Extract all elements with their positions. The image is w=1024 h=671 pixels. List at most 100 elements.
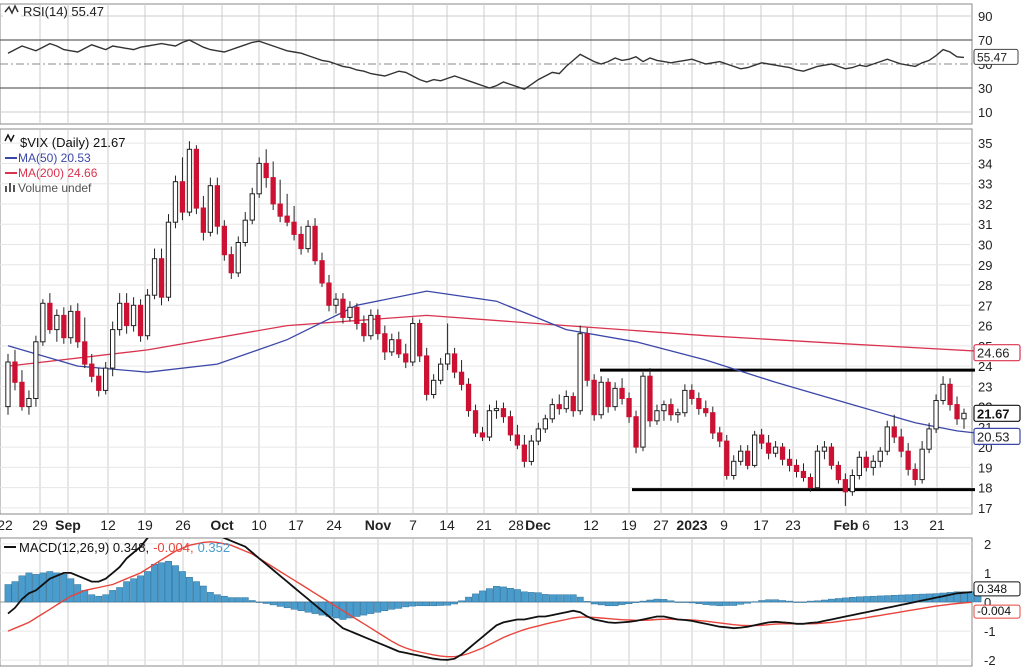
price-tick-label: 33: [978, 177, 992, 192]
candle-body-down: [214, 185, 220, 227]
candle: [814, 445, 821, 490]
candle-body-up: [40, 302, 46, 343]
rsi-series-line: [7, 39, 965, 90]
candle-body-up: [612, 387, 618, 408]
macd-hist-bar: [81, 590, 89, 603]
candle-body-up: [5, 361, 11, 408]
macd-hist-bar: [890, 595, 898, 603]
x-tick-label: Feb: [834, 517, 859, 533]
candle: [221, 220, 227, 261]
price-tick-label: 23: [978, 379, 992, 394]
macd-hist-bar: [346, 601, 354, 619]
macd-hist-bar: [967, 591, 975, 603]
candle-body-down: [47, 302, 53, 331]
price-grid: [0, 129, 972, 514]
macd-last-value-box: [973, 581, 1021, 597]
candle: [500, 402, 507, 423]
candle: [228, 246, 234, 279]
candle-body-down: [786, 458, 793, 466]
candle: [186, 141, 193, 217]
macd-hist-bar: [590, 601, 598, 605]
candle: [486, 404, 493, 442]
candle-body-up: [438, 363, 444, 381]
signal-last-value-box: [973, 604, 1021, 619]
candle: [61, 307, 67, 344]
candle-body-down: [745, 450, 751, 466]
candle: [249, 187, 255, 225]
candle: [347, 301, 353, 322]
candle-body-down: [835, 464, 842, 481]
candle: [389, 333, 395, 356]
candle: [584, 327, 590, 387]
candle: [731, 455, 737, 480]
candle: [333, 293, 339, 314]
candle: [54, 309, 60, 342]
candle-body-down: [668, 404, 674, 416]
candle-body-down: [954, 404, 960, 420]
candle: [514, 424, 521, 450]
candle-body-down: [619, 387, 625, 399]
candle: [849, 469, 856, 496]
macd-hist-bar: [248, 600, 256, 603]
candle-body-down: [807, 477, 814, 489]
macd-hist-bar: [541, 594, 549, 603]
macd-hist-bar: [639, 600, 647, 603]
candle-body-down: [396, 339, 402, 355]
candle: [165, 214, 172, 302]
candle: [158, 248, 165, 306]
price-legend: $VIX (Daily) 21.67 MA(50) 20.53 MA(200) …: [4, 133, 126, 195]
candle: [382, 325, 388, 360]
candle-body-down: [375, 314, 381, 335]
candle: [19, 370, 25, 411]
candle-body-down: [319, 260, 325, 284]
candle: [465, 378, 472, 417]
candle-body-up: [110, 329, 116, 369]
price-tick-label: 24: [978, 359, 992, 374]
candle-body-down: [570, 396, 576, 412]
macd-legend-signal: -0.004,: [153, 540, 193, 555]
candle-body-down: [228, 254, 234, 274]
macd-hist-bar: [814, 600, 821, 603]
macd-hist-bar: [835, 598, 842, 603]
candle: [431, 374, 437, 399]
macd-legend-prefix: MACD(12,26,9) 0.348,: [19, 540, 149, 555]
macd-hist-bar: [255, 601, 263, 603]
price-frame: [0, 128, 973, 515]
candle-body-down: [75, 310, 81, 343]
candle-body-down: [765, 442, 772, 454]
candle-body-down: [382, 333, 388, 353]
candle-body-down: [326, 282, 332, 306]
macd-hist-bar: [646, 599, 654, 603]
candle: [40, 299, 46, 346]
candle: [528, 434, 535, 466]
candle: [179, 157, 186, 221]
candle-chart-icon: [4, 133, 15, 143]
candle: [137, 299, 144, 342]
candle-body-up: [242, 219, 248, 243]
candle-body-down: [500, 408, 507, 418]
macd-last-value-label: 0.348: [977, 582, 1007, 596]
macd-hist-bar: [353, 601, 361, 617]
macd-hist-bar: [465, 596, 472, 603]
candle: [458, 360, 465, 391]
macd-hist-bar: [611, 601, 619, 607]
candle-body-down: [61, 314, 67, 339]
candle-body-up: [347, 306, 353, 318]
candle: [549, 398, 555, 423]
macd-tick-label: 0: [984, 595, 991, 610]
candle: [242, 212, 248, 247]
macd-hist-bar: [904, 594, 912, 603]
macd-hist-bar: [793, 601, 800, 603]
price-tick-label: 31: [978, 217, 992, 232]
ma200-last-value-label: 24.66: [977, 346, 1010, 361]
candle: [417, 319, 423, 363]
macd-hist-bar: [758, 600, 766, 603]
candle: [263, 149, 269, 188]
macd-hist-bar: [165, 561, 172, 603]
macd-hist-bar: [765, 599, 773, 603]
candle-body-up: [563, 396, 569, 410]
macd-hist-bar: [674, 601, 682, 603]
macd-hist-bar: [102, 594, 110, 603]
macd-hist-bar: [855, 596, 863, 603]
macd-hist-bar: [597, 601, 605, 606]
